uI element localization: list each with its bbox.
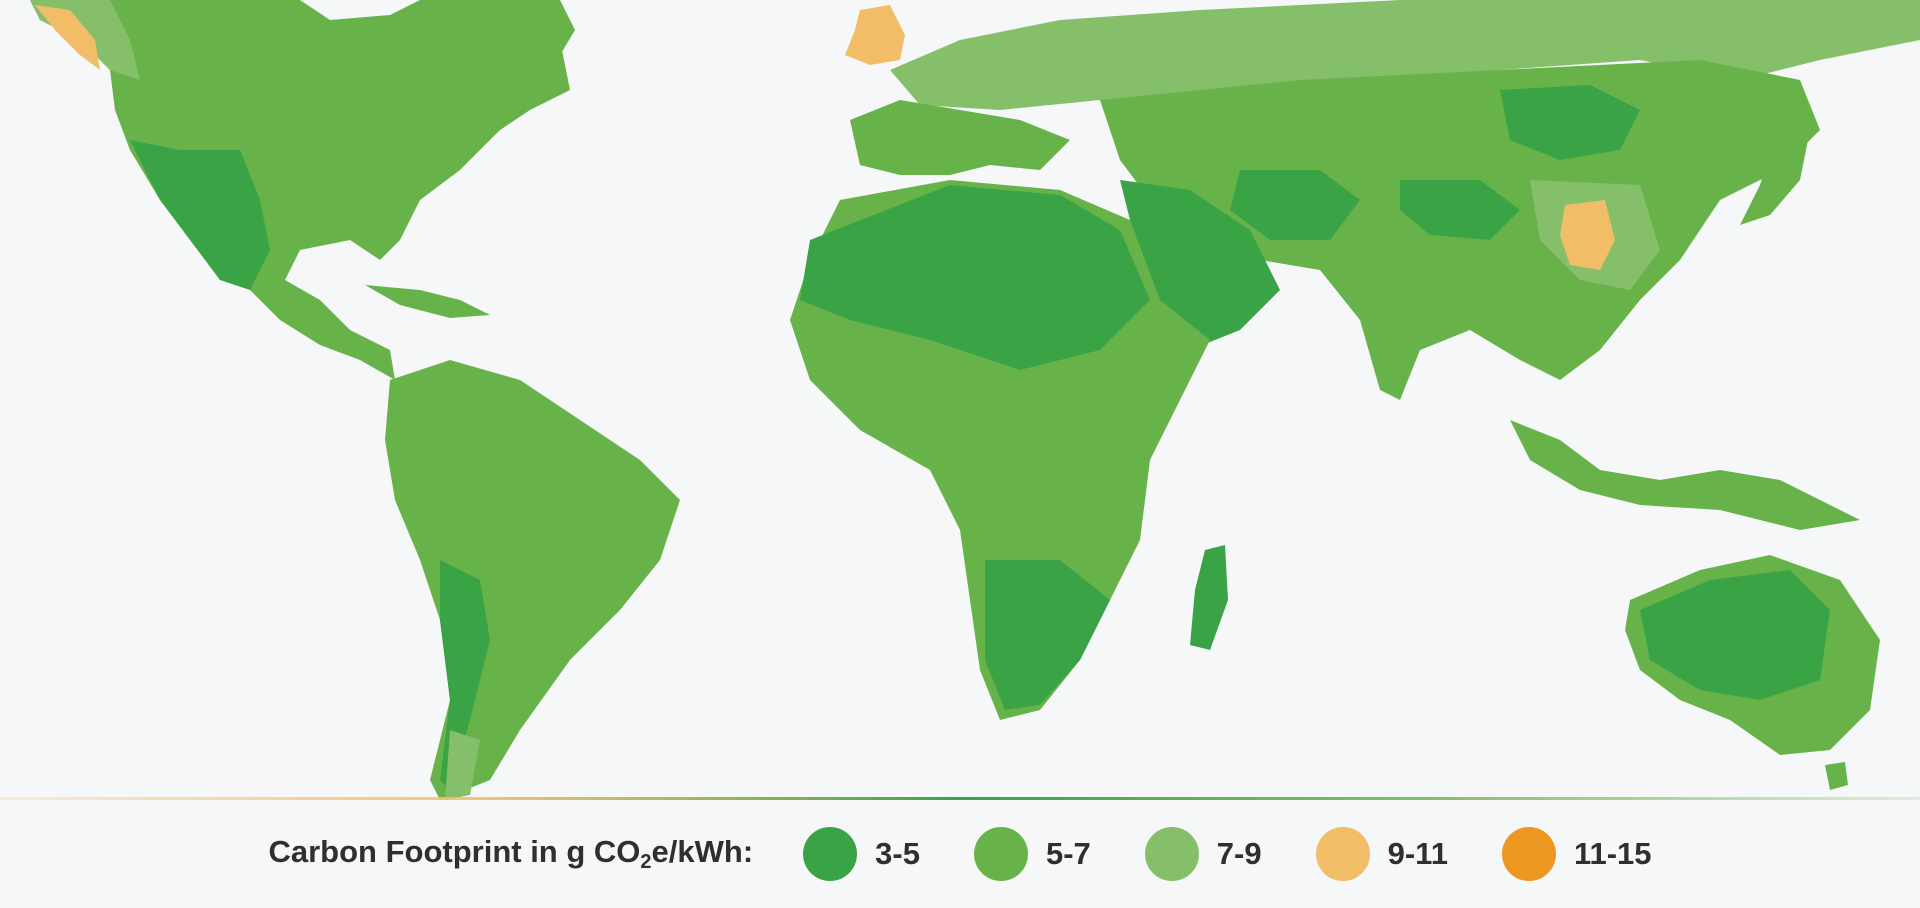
legend-swatch (803, 827, 858, 881)
legend-title-subscript: 2 (640, 851, 652, 873)
legend-swatch (1144, 827, 1199, 881)
region-africa-sahara (800, 185, 1150, 370)
region-north-america-dark (130, 140, 270, 290)
legend-label: 11-15 (1573, 836, 1652, 871)
map-divider (0, 797, 1920, 800)
region-asia-dark-east (1400, 180, 1520, 240)
region-patagonia-light (445, 730, 480, 800)
legend-item-11-15: 11-15 (1501, 827, 1652, 881)
region-indonesia (1510, 420, 1860, 530)
legend-item-7-9: 7-9 (1144, 827, 1262, 881)
legend-item-5-7: 5-7 (973, 827, 1091, 881)
region-australia-dark (1640, 570, 1830, 700)
region-rockies-hot (35, 5, 100, 70)
legend-item-3-5: 3-5 (803, 827, 920, 881)
legend-label: 5-7 (1045, 836, 1091, 871)
legend-label: 7-9 (1216, 836, 1262, 871)
region-japan (1740, 120, 1810, 225)
world-map (30, 0, 1920, 800)
region-europe-west (850, 100, 1070, 175)
legend-title-prefix: Carbon Footprint in g CO (268, 834, 641, 869)
region-north-america (30, 0, 570, 380)
region-greenland (520, 0, 575, 55)
region-tasmania (1825, 762, 1848, 790)
legend-swatch (1315, 827, 1370, 881)
region-caribbean (365, 285, 490, 318)
legend-label: 9-11 (1387, 836, 1448, 871)
legend-item-9-11: 9-11 (1315, 827, 1448, 881)
region-south-america (385, 360, 680, 800)
region-europe-russia (890, 0, 1920, 110)
legend-swatch (973, 827, 1028, 881)
region-asia-dark-central (1230, 170, 1360, 240)
region-asia-dark-north (1500, 85, 1640, 160)
region-china-hot-core (1560, 200, 1615, 270)
legend-title: Carbon Footprint in g CO2e/kWh: (268, 834, 753, 874)
legend-title-suffix: e/kWh: (651, 834, 754, 869)
legend: Carbon Footprint in g CO2e/kWh: 3-5 5-7 … (0, 800, 1920, 908)
legend-swatch (1501, 827, 1556, 881)
region-uk (845, 5, 905, 65)
region-madagascar (1190, 545, 1228, 650)
legend-label: 3-5 (875, 836, 920, 871)
region-africa-south (985, 560, 1110, 710)
